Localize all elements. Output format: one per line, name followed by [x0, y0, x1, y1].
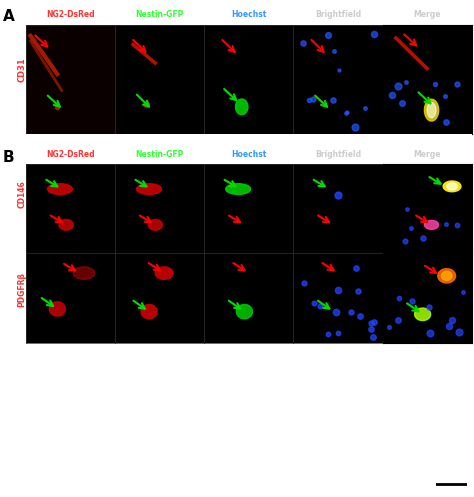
Polygon shape — [148, 220, 163, 230]
Text: A: A — [3, 9, 14, 24]
Polygon shape — [236, 99, 248, 115]
Polygon shape — [447, 183, 457, 190]
Text: B: B — [3, 150, 14, 165]
Polygon shape — [414, 65, 467, 127]
Text: CD146: CD146 — [18, 180, 27, 208]
Text: Hoechst: Hoechst — [231, 150, 266, 159]
Polygon shape — [396, 291, 458, 341]
Polygon shape — [438, 269, 456, 283]
Polygon shape — [443, 181, 461, 192]
Polygon shape — [141, 305, 157, 319]
Polygon shape — [424, 220, 438, 229]
Text: NG2-DsRed: NG2-DsRed — [46, 10, 95, 19]
Text: Nestin-GFP: Nestin-GFP — [136, 10, 184, 19]
Text: CD31: CD31 — [18, 57, 27, 82]
Polygon shape — [441, 271, 452, 280]
Polygon shape — [137, 184, 162, 194]
Polygon shape — [49, 302, 65, 316]
Polygon shape — [155, 267, 173, 279]
Polygon shape — [237, 305, 253, 319]
Text: Hoechst: Hoechst — [231, 10, 266, 19]
Text: Brightfield: Brightfield — [315, 150, 361, 159]
Text: PDGFRβ: PDGFRβ — [18, 272, 27, 307]
Polygon shape — [384, 34, 434, 82]
Text: Merge: Merge — [413, 10, 441, 19]
Polygon shape — [415, 308, 431, 321]
Polygon shape — [226, 184, 251, 194]
Polygon shape — [73, 267, 95, 279]
Text: Merge: Merge — [413, 150, 441, 159]
Polygon shape — [47, 184, 73, 194]
Polygon shape — [427, 102, 436, 118]
Text: NG2-DsRed: NG2-DsRed — [46, 150, 95, 159]
Polygon shape — [424, 99, 438, 121]
Text: Brightfield: Brightfield — [315, 10, 361, 19]
Text: Nestin-GFP: Nestin-GFP — [136, 150, 184, 159]
Polygon shape — [59, 220, 73, 230]
Polygon shape — [384, 186, 434, 249]
